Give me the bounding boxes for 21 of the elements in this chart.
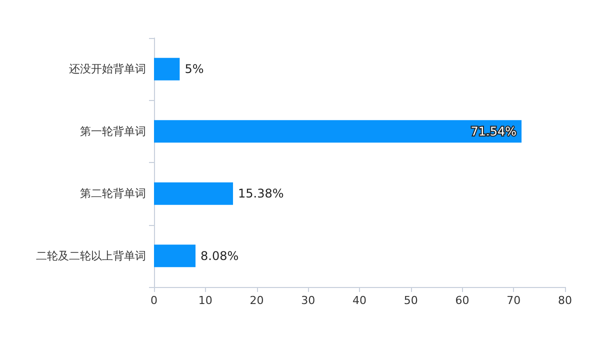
data-label: 15.38% (238, 186, 284, 201)
y-tick-label: 二轮及二轮以上背单词 (36, 249, 146, 262)
y-tick-label: 第二轮背单词 (80, 187, 146, 200)
x-tick-label: 60 (455, 294, 470, 307)
x-tick-label: 50 (404, 294, 418, 307)
x-tick-label: 40 (352, 294, 366, 307)
x-tick-label: 70 (506, 294, 521, 307)
data-label: 71.54% (470, 124, 517, 138)
y-tick-label: 第一轮背单词 (80, 124, 146, 138)
x-tick-label: 20 (250, 294, 264, 307)
bar (154, 58, 180, 80)
data-label: 5% (184, 62, 204, 76)
bar (154, 244, 196, 268)
x-tick-label: 0 (150, 294, 158, 307)
x-tick-label: 30 (301, 294, 316, 307)
bar (154, 182, 234, 205)
x-tick-label: 10 (198, 294, 212, 307)
data-label: 8.08% (200, 248, 239, 263)
y-tick-label: 还没开始背单词 (69, 62, 146, 76)
x-tick-label: 80 (558, 294, 572, 307)
bar (154, 120, 522, 143)
